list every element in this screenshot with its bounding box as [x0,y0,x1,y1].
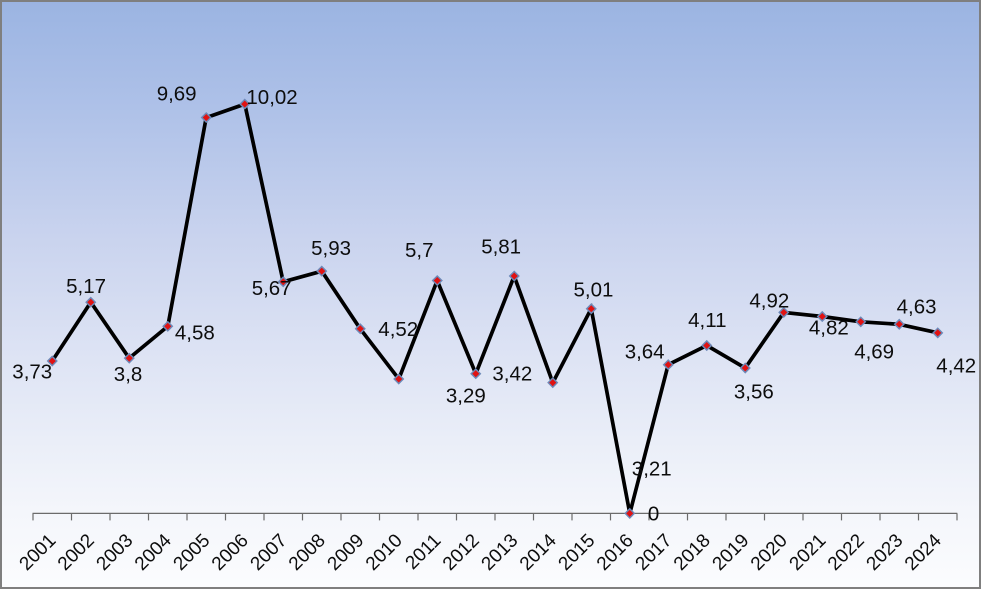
svg-text:5,67: 5,67 [252,277,292,300]
svg-text:4,11: 4,11 [688,309,726,332]
svg-text:4,63: 4,63 [897,296,937,319]
svg-text:3,8: 3,8 [114,363,143,386]
svg-text:4,69: 4,69 [854,340,894,363]
svg-text:3,73: 3,73 [12,361,52,384]
svg-text:5,81: 5,81 [481,235,521,258]
svg-text:9,69: 9,69 [157,82,197,105]
svg-text:3,64: 3,64 [625,341,665,364]
svg-text:10,02: 10,02 [246,86,297,109]
svg-text:3,42: 3,42 [492,363,532,386]
svg-text:3,56: 3,56 [734,380,774,403]
svg-text:5,17: 5,17 [66,275,106,298]
svg-text:5,7: 5,7 [405,239,434,262]
svg-text:5,01: 5,01 [574,278,614,301]
svg-text:0: 0 [648,503,659,526]
svg-text:4,52: 4,52 [378,318,418,341]
svg-text:3,21: 3,21 [632,457,672,480]
svg-text:5,93: 5,93 [311,237,351,260]
svg-text:4,42: 4,42 [936,355,976,378]
svg-text:4,92: 4,92 [749,290,789,313]
svg-text:3,29: 3,29 [446,385,486,408]
svg-text:4,58: 4,58 [175,322,215,345]
svg-text:4,82: 4,82 [809,316,849,339]
